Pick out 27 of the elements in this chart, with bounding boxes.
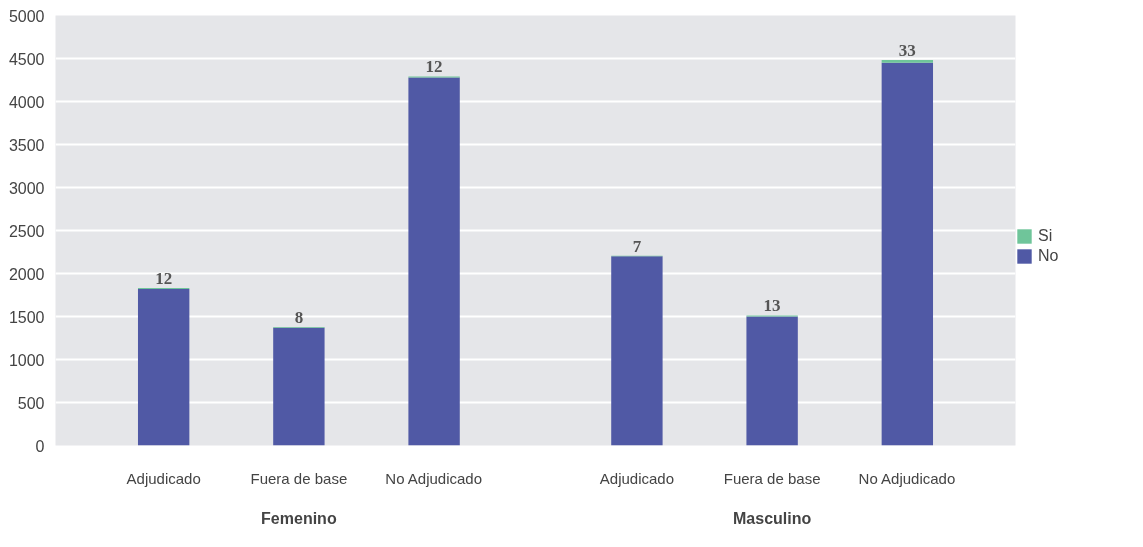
x-tick-label: No Adjudicado: [858, 469, 956, 487]
x-tick-label: No Adjudicado: [385, 469, 483, 487]
x-tick-label: Fuera de base: [250, 469, 348, 487]
y-tick-label: 500: [17, 394, 45, 412]
y-tick-label: 0: [35, 437, 45, 455]
data-label: 8: [294, 307, 304, 327]
data-label: 12: [155, 268, 173, 288]
y-tick-label: 2500: [8, 222, 45, 240]
y-tick-label: 1000: [8, 351, 45, 369]
y-tick-label: 4000: [8, 93, 45, 111]
text: Masculino: [733, 509, 812, 527]
legend-label: Si: [1038, 227, 1054, 245]
y-tick-label: 3500: [8, 136, 45, 154]
y-tick-label: 1500: [8, 308, 45, 326]
data-label: 13: [763, 296, 781, 316]
y-tick-label: 3000: [8, 179, 45, 197]
y-tick-label: 5000: [8, 7, 45, 25]
data-label: 7: [632, 236, 642, 256]
y-tick-label: 4500: [8, 50, 45, 68]
data-label: 33: [898, 40, 916, 60]
text: Femenino: [261, 509, 337, 527]
x-tick-label: Adjudicado: [599, 469, 675, 487]
legend-label: No: [1038, 247, 1059, 265]
x-tick-label: Fuera de base: [723, 469, 821, 487]
y-tick-label: 2000: [8, 265, 45, 283]
data-label: 12: [425, 57, 443, 77]
x-tick-label: Adjudicado: [126, 469, 201, 487]
